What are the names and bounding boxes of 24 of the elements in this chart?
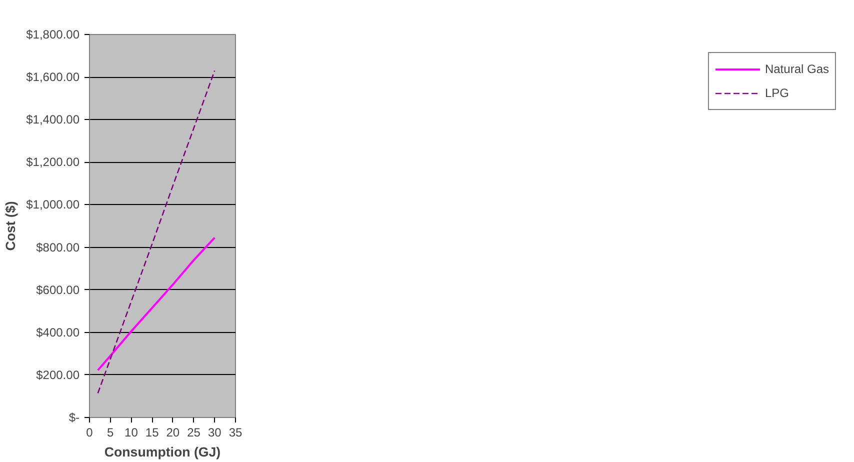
legend-label: Natural Gas [764,62,829,76]
y-tick-label: $600.00 [36,282,80,297]
y-tick-label: $1,000.00 [26,198,80,212]
y-axis-title: Cost ($) [3,201,18,251]
y-tick-label: $1,600.00 [26,70,80,84]
x-tick-label: 0 [86,426,94,440]
x-axis-title: Consumption (GJ) [104,444,221,460]
y-tick-label: $800.00 [36,240,80,254]
line-series [97,70,216,394]
x-tick-label: 30 [208,426,222,440]
y-tick-label: $- [68,410,80,424]
x-tick-label: 35 [228,426,242,440]
line-series [96,236,216,372]
y-tick-label: $400.00 [36,325,80,340]
legend-label: LPG [764,86,789,100]
y-tick-label: $1,200.00 [26,155,80,170]
y-tick-label: $1,800.00 [26,28,80,42]
x-tick-label: 25 [187,426,201,440]
x-tick-label: 10 [124,426,138,440]
y-tick-label: $200.00 [36,368,80,382]
x-tick-label: 5 [107,426,114,440]
y-tick-label: $1,400.00 [26,112,80,127]
x-tick-label: 15 [145,426,160,440]
x-tick-label: 20 [166,426,180,440]
